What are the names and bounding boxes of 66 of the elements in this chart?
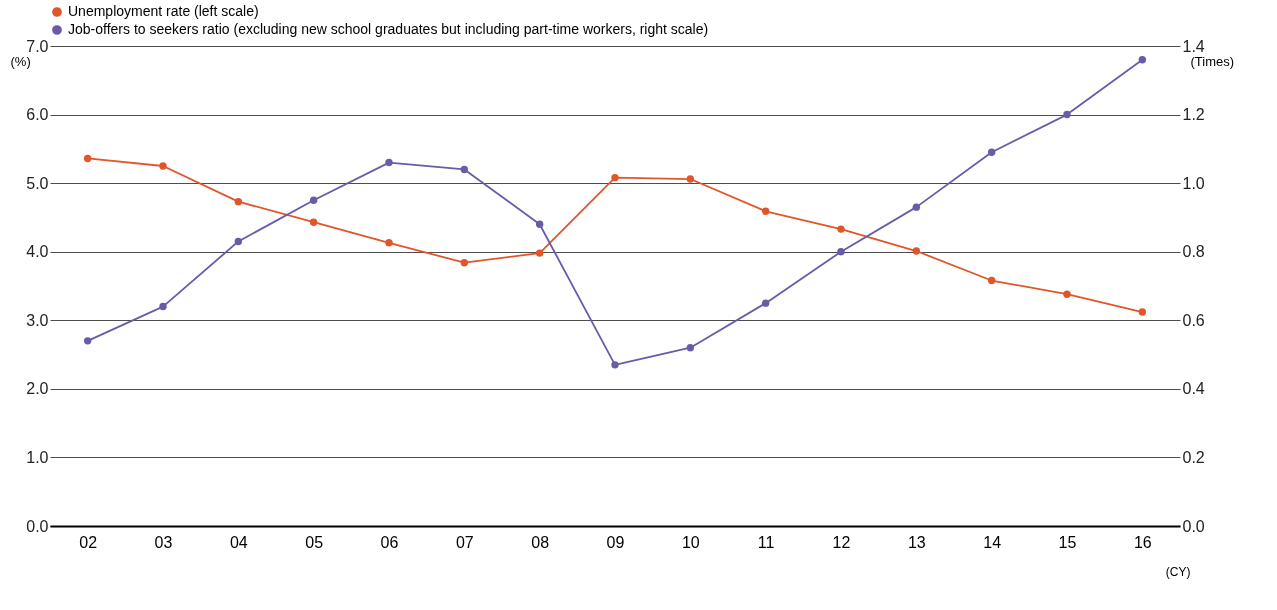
y2-tick-label: 0.4 [1182, 380, 1205, 398]
point [535, 249, 544, 257]
y2-tick-label: 0.2 [1182, 448, 1205, 466]
point [83, 337, 92, 345]
y-tick-label: 1.0 [26, 448, 49, 466]
point [837, 248, 845, 256]
y-axis-title: (%) [10, 53, 31, 69]
point [535, 220, 544, 228]
y2-axis-title: (Times) [1190, 53, 1235, 69]
x-tick-label: 10 [681, 533, 700, 551]
legend-label: Job-offers to seekers ratio (excluding new school graduates but including part-time workers, right scale) [68, 21, 709, 37]
y2-tick-label: 1.4 [1182, 37, 1205, 55]
point [83, 154, 92, 163]
point [686, 175, 695, 183]
point [611, 173, 619, 182]
y-tick-label: 2.0 [26, 380, 49, 398]
point [309, 218, 318, 226]
point [159, 162, 167, 170]
x-tick-label: 03 [154, 533, 173, 551]
point [385, 158, 393, 167]
y-tick-label: 6.0 [26, 106, 49, 124]
y2-tick-label: 0.6 [1182, 311, 1205, 329]
point [234, 237, 243, 246]
y-tick-label: 5.0 [26, 174, 49, 192]
point [761, 207, 770, 215]
x-tick-label: 08 [531, 533, 550, 551]
point [460, 165, 469, 174]
point [1063, 290, 1071, 298]
x-tick-label: 11 [757, 533, 775, 551]
x-tick-label: 06 [380, 533, 399, 551]
point [1063, 110, 1071, 119]
y2-tick-label: 0.0 [1182, 517, 1205, 535]
y2-tick-label: 0.8 [1182, 243, 1205, 261]
x-tick-label: 14 [983, 533, 1002, 551]
x-tick-label: 16 [1133, 533, 1152, 551]
y-tick-label: 4.0 [26, 243, 49, 261]
point [987, 148, 996, 156]
x-tick-label: 05 [305, 533, 324, 551]
y-tick-label: 0.0 [26, 517, 49, 535]
point [1138, 56, 1147, 64]
point [234, 197, 243, 206]
point [385, 239, 393, 247]
x-tick-label: 04 [229, 533, 248, 551]
point [912, 203, 921, 211]
x-axis-title: (CY) [1165, 564, 1191, 579]
point [159, 302, 167, 311]
point [460, 258, 469, 267]
y2-tick-label: 1.0 [1182, 174, 1205, 192]
x-tick-label: 07 [455, 533, 474, 551]
point [987, 276, 996, 285]
point [837, 225, 845, 233]
point [1138, 308, 1147, 316]
y2-tick-label: 1.2 [1182, 106, 1205, 124]
x-tick-label: 12 [832, 533, 851, 551]
x-tick-label: 09 [606, 533, 625, 551]
y-tick-label: 7.0 [26, 37, 49, 55]
point [912, 247, 921, 255]
point [611, 361, 619, 369]
x-tick-label: 02 [79, 533, 98, 551]
point [309, 196, 318, 204]
point [761, 299, 770, 307]
x-tick-label: 15 [1058, 533, 1077, 551]
x-tick-label: 13 [907, 533, 926, 551]
y-tick-label: 3.0 [26, 311, 49, 329]
legend-label: Unemployment rate (left scale) [68, 3, 259, 19]
point [686, 344, 695, 352]
